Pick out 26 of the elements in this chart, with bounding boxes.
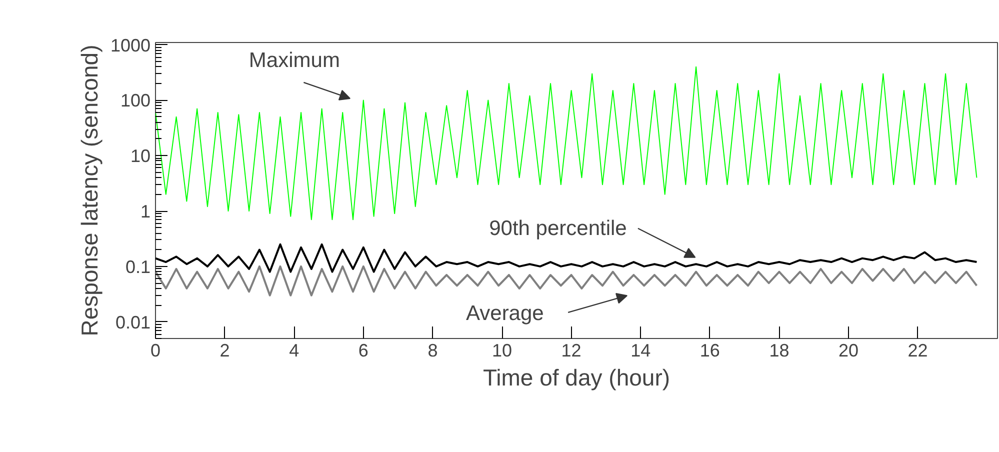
line-series bbox=[156, 265, 978, 296]
x-tick-label: 8 bbox=[428, 340, 438, 360]
x-tick-label: 4 bbox=[289, 340, 300, 360]
annotation: Maximum bbox=[248, 49, 340, 72]
x-tick-label: 10 bbox=[492, 340, 512, 360]
x-tick-label: 12 bbox=[561, 340, 582, 360]
x-tick-label: 14 bbox=[630, 340, 651, 360]
y-tick-label: 1 bbox=[140, 202, 151, 222]
annotation: Average bbox=[466, 302, 544, 326]
x-tick-label: 22 bbox=[908, 340, 928, 360]
y-tick-label: 0.1 bbox=[125, 256, 151, 277]
x-tick-label: 6 bbox=[358, 340, 368, 360]
y-tick-label: 100 bbox=[120, 90, 151, 111]
y-tick-label: 0.01 bbox=[115, 312, 151, 332]
line-series bbox=[156, 243, 978, 273]
x-tick-label: 2 bbox=[220, 340, 230, 360]
y-axis-title: Response latency (sencond) bbox=[76, 44, 102, 336]
line-series bbox=[156, 66, 978, 220]
x-axis-title: Time of day (hour) bbox=[482, 364, 670, 390]
x-tick-label: 20 bbox=[838, 340, 859, 360]
annotation: 90th percentile bbox=[489, 216, 627, 240]
x-tick-label: 0 bbox=[150, 340, 161, 360]
y-tick-label: 10 bbox=[130, 146, 151, 166]
y-tick-label: 1000 bbox=[110, 35, 151, 56]
x-tick-label: 18 bbox=[769, 340, 790, 360]
x-tick-label: 16 bbox=[700, 340, 720, 360]
